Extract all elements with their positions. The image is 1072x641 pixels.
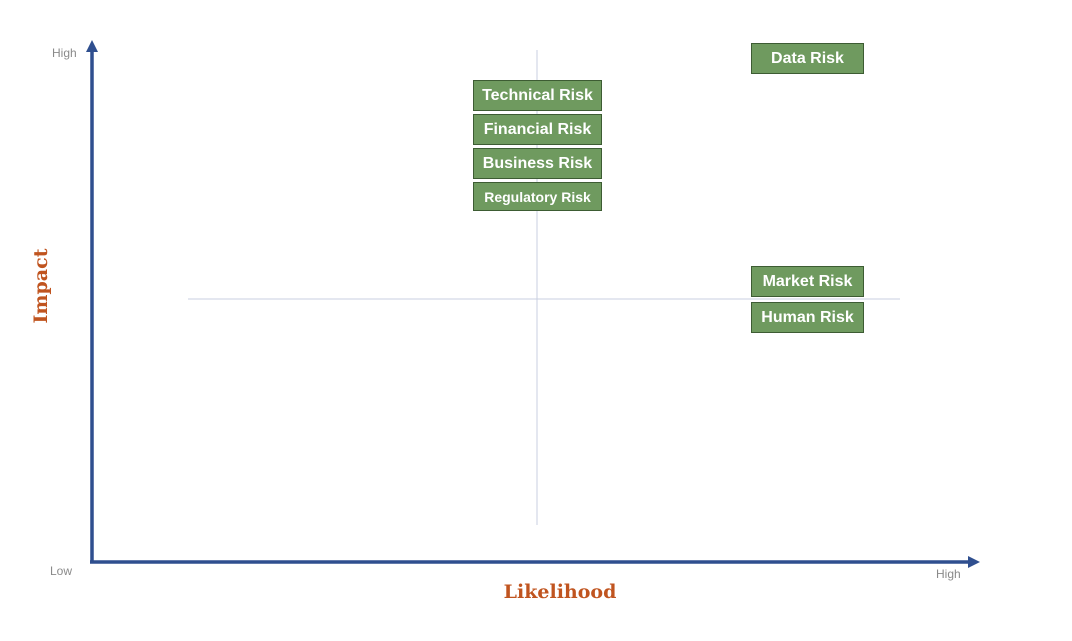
risk-business: Business Risk — [473, 148, 602, 179]
risk-market: Market Risk — [751, 266, 864, 297]
risk-financial: Financial Risk — [473, 114, 602, 145]
risk-human: Human Risk — [751, 302, 864, 333]
risk-regulatory: Regulatory Risk — [473, 182, 602, 211]
risk-data: Data Risk — [751, 43, 864, 74]
x-axis-high-label: High — [936, 567, 961, 581]
y-axis-arrowhead — [86, 40, 98, 52]
x-axis-arrowhead — [968, 556, 980, 568]
x-axis-title: Likelihood — [503, 581, 617, 603]
risk-technical: Technical Risk — [473, 80, 602, 111]
y-axis-title: Impact — [30, 248, 52, 324]
origin-low-label: Low — [50, 564, 73, 578]
y-axis-high-label: High — [52, 46, 77, 60]
